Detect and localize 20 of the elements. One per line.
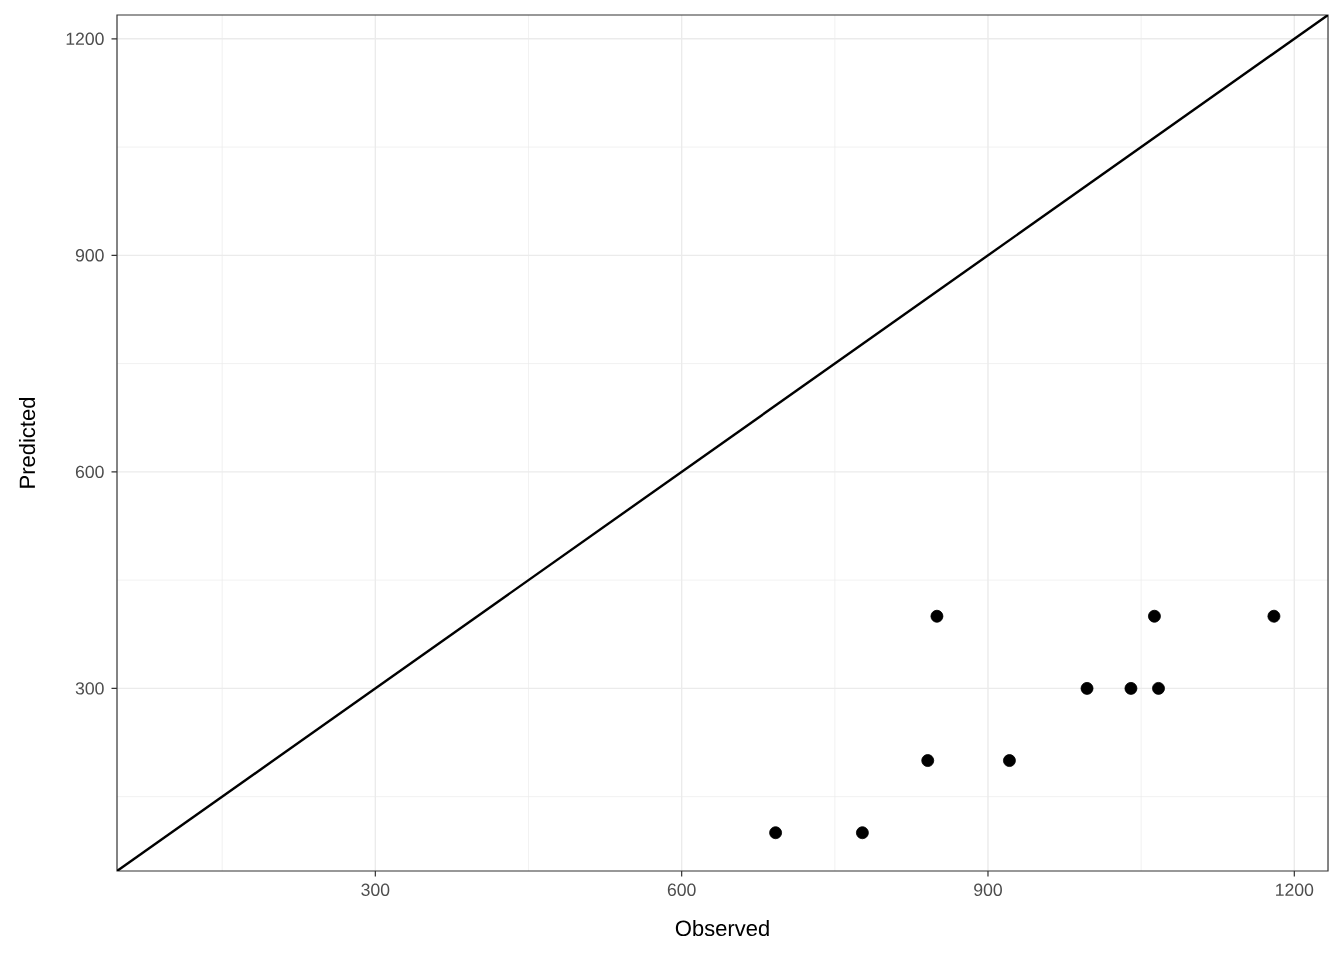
- y-tick-label: 900: [75, 249, 104, 262]
- y-tick-label: 1200: [66, 32, 104, 46]
- x-tick-label: 300: [361, 883, 390, 897]
- point: [921, 754, 935, 767]
- x-tick-label: 900: [974, 883, 1002, 897]
- y-tick-label: 300: [75, 682, 104, 695]
- point: [1003, 754, 1016, 767]
- x-axis-title: Observed: [675, 919, 769, 937]
- point: [855, 826, 869, 840]
- point: [769, 826, 782, 840]
- point: [1080, 682, 1094, 695]
- x-tick-label: 1200: [1276, 883, 1314, 897]
- point: [1267, 609, 1281, 623]
- x-tick-label: 600: [667, 883, 696, 897]
- y-axis-title: Predicted: [18, 397, 36, 488]
- point: [930, 609, 944, 623]
- point: [1124, 682, 1138, 695]
- y-tick-label: 600: [75, 465, 104, 479]
- point: [1152, 682, 1165, 695]
- point: [1148, 609, 1161, 623]
